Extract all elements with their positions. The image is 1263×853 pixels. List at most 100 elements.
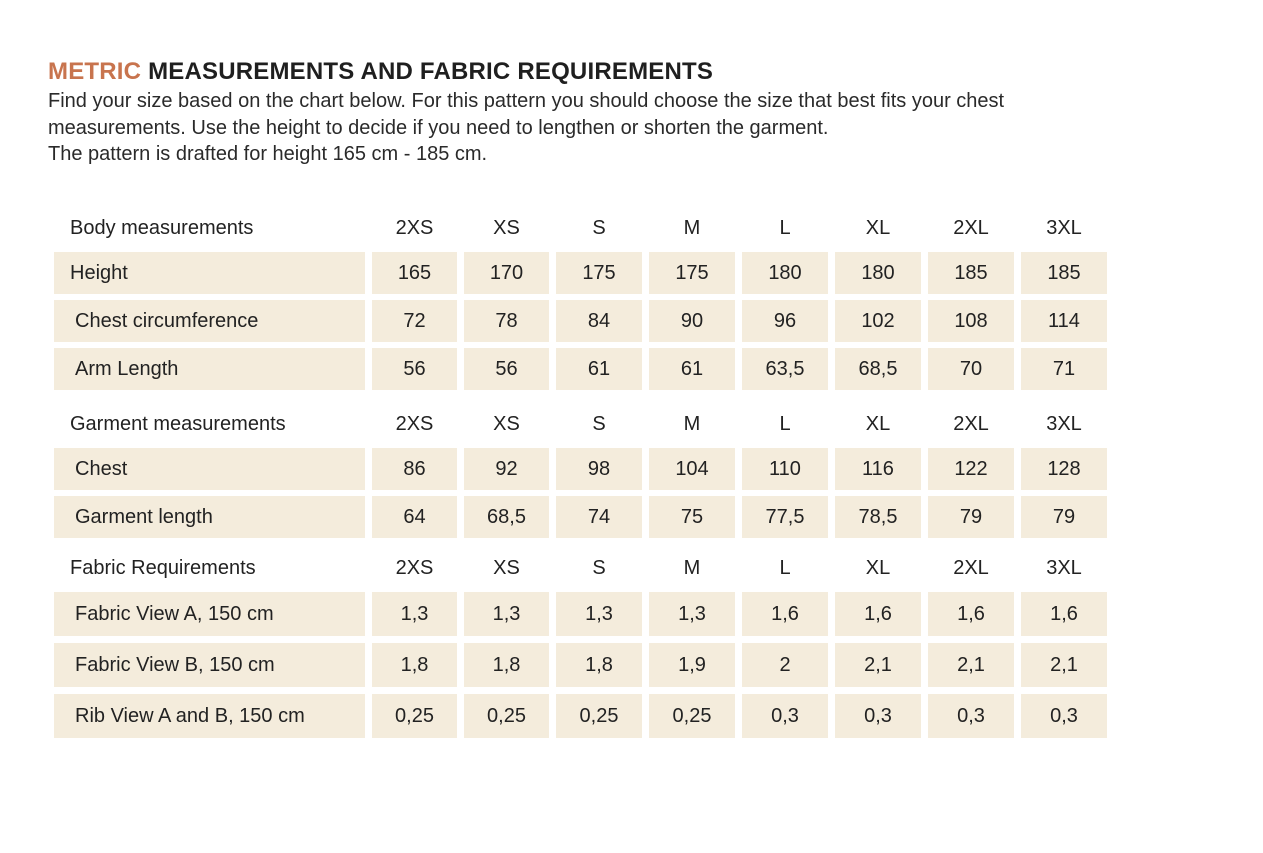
- table-cell: 78,5: [835, 496, 921, 538]
- size-header: 2XL: [953, 556, 989, 579]
- table-cell: 79: [928, 496, 1014, 538]
- table-cell: 1,8: [372, 643, 457, 687]
- table-cell: 1,3: [649, 592, 735, 636]
- table-cell: 170: [464, 252, 549, 294]
- size-header: 3XL: [1046, 412, 1082, 435]
- table-cell: 1,3: [556, 592, 642, 636]
- section-title: Garment measurements: [70, 412, 286, 435]
- size-header: XS: [493, 556, 520, 579]
- page-title: METRIC MEASUREMENTS AND FABRIC REQUIREME…: [48, 58, 713, 86]
- table-cell: 79: [1021, 496, 1107, 538]
- table-cell: 114: [1021, 300, 1107, 342]
- table-cell: 92: [464, 448, 549, 490]
- table-cell: 0,3: [742, 694, 828, 738]
- table-cell: 2,1: [835, 643, 921, 687]
- table-cell: 72: [372, 300, 457, 342]
- intro-text: Find your size based on the chart below.…: [48, 88, 1168, 168]
- table-cell: 122: [928, 448, 1014, 490]
- intro-line: The pattern is drafted for height 165 cm…: [48, 143, 488, 165]
- table-cell: 175: [649, 252, 735, 294]
- size-header: S: [592, 556, 606, 579]
- table-cell: 116: [835, 448, 921, 490]
- table-cell: 70: [928, 348, 1014, 390]
- size-header: L: [779, 216, 791, 239]
- row-label: Arm Length: [54, 348, 365, 390]
- table-cell: 96: [742, 300, 828, 342]
- table-cell: 56: [372, 348, 457, 390]
- size-header: 2XL: [953, 216, 989, 239]
- size-header: S: [592, 412, 606, 435]
- table-cell: 75: [649, 496, 735, 538]
- table-cell: 1,9: [649, 643, 735, 687]
- table-cell: 61: [556, 348, 642, 390]
- table-cell: 56: [464, 348, 549, 390]
- table-cell: 78: [464, 300, 549, 342]
- size-header: XL: [865, 556, 891, 579]
- row-label: Rib View A and B, 150 cm: [54, 694, 365, 738]
- size-header: L: [779, 556, 791, 579]
- table-cell: 77,5: [742, 496, 828, 538]
- table-cell: 0,3: [1021, 694, 1107, 738]
- table-cell: 175: [556, 252, 642, 294]
- table-cell: 86: [372, 448, 457, 490]
- table-cell: 1,3: [464, 592, 549, 636]
- table-cell: 165: [372, 252, 457, 294]
- size-header: 2XL: [953, 412, 989, 435]
- size-header: 2XS: [395, 412, 434, 435]
- table-cell: 71: [1021, 348, 1107, 390]
- table-cell: 1,3: [372, 592, 457, 636]
- table-cell: 108: [928, 300, 1014, 342]
- size-header: M: [683, 412, 701, 435]
- size-header: 2XS: [395, 216, 434, 239]
- size-header: XL: [865, 216, 891, 239]
- table-cell: 61: [649, 348, 735, 390]
- table-cell: 1,8: [464, 643, 549, 687]
- row-label: Fabric View B, 150 cm: [54, 643, 365, 687]
- size-header: 2XS: [395, 556, 434, 579]
- size-header: S: [592, 216, 606, 239]
- table-cell: 102: [835, 300, 921, 342]
- table-cell: 90: [649, 300, 735, 342]
- table-cell: 1,6: [742, 592, 828, 636]
- table-cell: 0,3: [835, 694, 921, 738]
- size-header: XL: [865, 412, 891, 435]
- size-header: M: [683, 216, 701, 239]
- table-cell: 1,6: [928, 592, 1014, 636]
- table-cell: 64: [372, 496, 457, 538]
- section-title: Body measurements: [70, 216, 254, 239]
- size-header: XS: [493, 412, 520, 435]
- table-cell: 68,5: [464, 496, 549, 538]
- row-label: Height: [54, 252, 365, 294]
- table-cell: 84: [556, 300, 642, 342]
- table-cell: 63,5: [742, 348, 828, 390]
- size-header: 3XL: [1046, 556, 1082, 579]
- table-cell: 74: [556, 496, 642, 538]
- size-header: XS: [493, 216, 520, 239]
- row-label: Garment length: [54, 496, 365, 538]
- size-header: 3XL: [1046, 216, 1082, 239]
- table-cell: 128: [1021, 448, 1107, 490]
- row-label: Chest: [54, 448, 365, 490]
- table-cell: 68,5: [835, 348, 921, 390]
- size-header: L: [779, 412, 791, 435]
- table-cell: 0,25: [649, 694, 735, 738]
- row-label: Fabric View A, 150 cm: [54, 592, 365, 636]
- row-label: Chest circumference: [54, 300, 365, 342]
- table-cell: 185: [928, 252, 1014, 294]
- table-cell: 104: [649, 448, 735, 490]
- title-rest: MEASUREMENTS AND FABRIC REQUIREMENTS: [141, 58, 714, 85]
- table-cell: 0,25: [556, 694, 642, 738]
- table-cell: 0,3: [928, 694, 1014, 738]
- table-cell: 110: [742, 448, 828, 490]
- table-cell: 0,25: [464, 694, 549, 738]
- section-title: Fabric Requirements: [70, 556, 256, 579]
- table-cell: 185: [1021, 252, 1107, 294]
- size-header: M: [683, 556, 701, 579]
- table-cell: 2,1: [928, 643, 1014, 687]
- intro-line: Find your size based on the chart below.…: [48, 90, 1005, 112]
- intro-line: measurements. Use the height to decide i…: [48, 116, 829, 139]
- table-cell: 180: [835, 252, 921, 294]
- table-cell: 98: [556, 448, 642, 490]
- table-cell: 2,1: [1021, 643, 1107, 687]
- table-cell: 0,25: [372, 694, 457, 738]
